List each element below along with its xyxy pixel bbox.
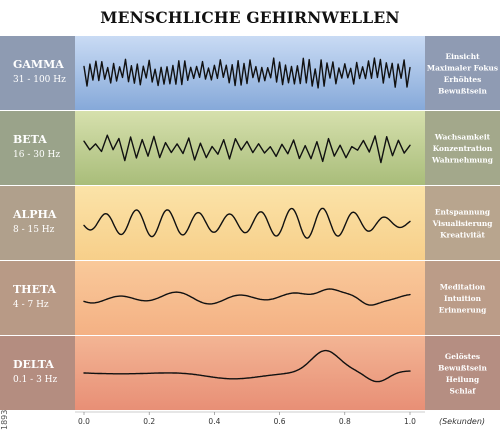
axis-tick-label: 0.6 xyxy=(274,417,286,426)
band-state-label: Erhöhtes xyxy=(444,75,481,84)
bands-layer: GAMMA 31 - 100 Hz Einsicht Maximaler Fokus E… xyxy=(0,36,500,410)
band-label-panel xyxy=(0,186,75,260)
band-state-panel xyxy=(425,111,500,185)
band-state-label: Intuition xyxy=(444,294,482,303)
band-frequency-range: 8 - 15 Hz xyxy=(13,225,55,235)
wave-alpha xyxy=(83,207,411,239)
band-name: BETA xyxy=(13,133,47,146)
band-frequency-range: 16 - 30 Hz xyxy=(13,150,60,160)
axis-tick-label: 0.0 xyxy=(78,417,90,426)
band-state-label: Entspannung xyxy=(435,208,490,217)
band-state-label: Visualisierung xyxy=(432,219,493,228)
band-state-label: Wahrnehmung xyxy=(431,156,493,165)
band-name: GAMMA xyxy=(13,58,64,71)
band-state-panel xyxy=(425,36,500,110)
band-wave-panel xyxy=(75,261,425,335)
band-state-label: Einsicht xyxy=(445,52,480,61)
diagram-title: MENSCHLICHE GEHIRNWELLEN xyxy=(100,8,400,27)
axis-unit-label: (Sekunden) xyxy=(439,417,485,426)
band-wave-panel xyxy=(75,336,425,410)
wave-delta xyxy=(83,349,411,383)
band-state-label: Kreativität xyxy=(440,231,485,240)
band-label-panel xyxy=(0,336,75,410)
band-delta: DELTA 0.1 - 3 Hz Gelöstes Bewußtsein Heilung… xyxy=(0,336,500,410)
band-state-label: Wachsamkeit xyxy=(434,133,491,142)
band-state-label: Bewußtsein xyxy=(438,86,487,95)
band-name: ALPHA xyxy=(12,208,57,221)
band-frequency-range: 4 - 7 Hz xyxy=(13,300,49,310)
band-label-panel xyxy=(0,261,75,335)
band-state-label: Konzentration xyxy=(433,144,493,153)
axis-tick-label: 0.2 xyxy=(143,417,155,426)
band-frequency-range: 31 - 100 Hz xyxy=(13,75,66,85)
axis-tick-label: 1.0 xyxy=(404,417,416,426)
band-state-panel xyxy=(425,336,500,410)
band-beta: BETA 16 - 30 Hz Wachsamkeit Konzentration Wa… xyxy=(0,111,500,185)
band-alpha: ALPHA 8 - 15 Hz Entspannung Visualisierung K… xyxy=(0,186,500,260)
band-state-label: Meditation xyxy=(440,283,486,292)
band-state-label: Bewußtsein xyxy=(438,363,487,372)
wave-gamma xyxy=(83,57,411,89)
band-state-panel xyxy=(425,261,500,335)
band-state-label: Erinnerung xyxy=(439,306,487,315)
band-state-label: Schlaf xyxy=(450,386,477,395)
band-state-label: Heilung xyxy=(446,375,479,384)
band-wave-panel xyxy=(75,186,425,260)
band-name: THETA xyxy=(13,283,57,296)
band-label-panel xyxy=(0,36,75,110)
axis-tick-label: 0.4 xyxy=(208,417,220,426)
wave-beta xyxy=(83,134,411,164)
band-gamma: GAMMA 31 - 100 Hz Einsicht Maximaler Fokus E… xyxy=(0,36,500,110)
band-state-label: Gelöstes xyxy=(445,352,480,361)
band-state-label: Maximaler Fokus xyxy=(427,63,498,72)
wave-theta xyxy=(83,288,411,306)
band-label-panel xyxy=(0,111,75,185)
band-theta: THETA 4 - 7 Hz Meditation Intuition Erinneru… xyxy=(0,261,500,335)
band-frequency-range: 0.1 - 3 Hz xyxy=(13,375,58,385)
band-state-panel xyxy=(425,186,500,260)
band-name: DELTA xyxy=(13,358,54,371)
time-axis: 0.0 0.2 0.4 0.6 0.8 1.0 (Sekunden) xyxy=(75,411,485,426)
axis-tick-label: 0.8 xyxy=(339,417,351,426)
